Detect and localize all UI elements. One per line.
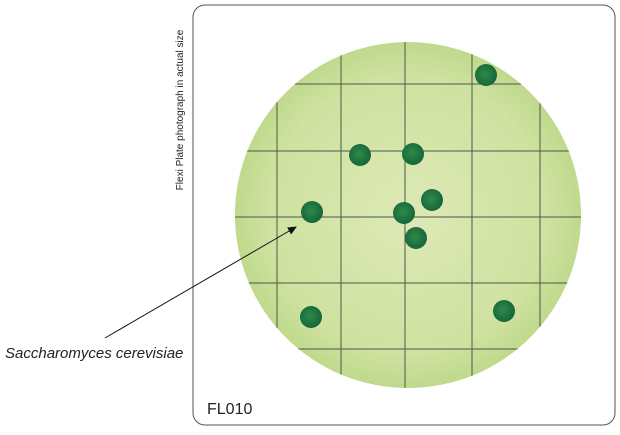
colony bbox=[405, 227, 427, 249]
colonies bbox=[300, 64, 515, 328]
colony bbox=[393, 202, 415, 224]
colony bbox=[421, 189, 443, 211]
colony bbox=[475, 64, 497, 86]
organism-label: Saccharomyces cerevisiae bbox=[5, 345, 183, 362]
colony bbox=[402, 143, 424, 165]
colony bbox=[300, 306, 322, 328]
colony bbox=[301, 201, 323, 223]
plate-code: FL010 bbox=[207, 401, 252, 418]
pointer-arrow bbox=[104, 226, 297, 339]
colony bbox=[349, 144, 371, 166]
side-caption: Flexi Plate photograph in actual size bbox=[175, 29, 186, 190]
colony bbox=[493, 300, 515, 322]
